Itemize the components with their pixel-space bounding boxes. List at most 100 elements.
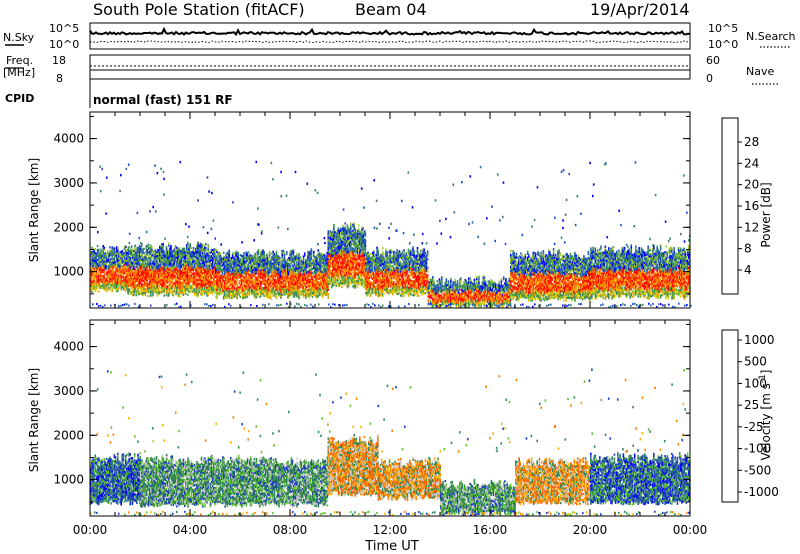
data-cell	[224, 272, 226, 275]
data-cell	[112, 267, 115, 270]
data-cell	[245, 255, 247, 258]
data-cell	[153, 252, 155, 255]
data-cell	[215, 263, 217, 267]
data-cell	[287, 270, 289, 273]
data-cell	[261, 274, 263, 277]
data-cell	[291, 288, 294, 291]
data-cell	[168, 284, 170, 287]
data-cell	[134, 272, 136, 275]
data-cell	[339, 229, 342, 232]
data-cell	[173, 262, 176, 265]
data-cell	[188, 264, 190, 267]
data-cell	[231, 270, 234, 273]
data-cell	[279, 287, 281, 290]
data-cell	[164, 257, 167, 260]
data-cell	[247, 281, 250, 284]
data-cell	[156, 290, 159, 293]
data-cell	[341, 234, 343, 237]
data-cell	[265, 280, 268, 283]
data-cell	[136, 276, 139, 279]
data-cell	[97, 274, 100, 277]
data-cell	[287, 290, 289, 293]
data-cell	[222, 255, 225, 258]
data-cell	[251, 270, 253, 273]
data-cell	[141, 279, 143, 282]
data-cell	[356, 243, 359, 246]
data-cell	[352, 263, 354, 266]
data-cell	[234, 267, 236, 270]
data-cell	[159, 259, 161, 263]
data-cell	[339, 265, 342, 268]
data-cell	[128, 268, 131, 271]
data-cell	[289, 267, 291, 270]
data-cell	[204, 262, 206, 265]
data-cell	[199, 262, 202, 265]
data-cell	[230, 256, 233, 260]
data-cell	[222, 275, 225, 278]
data-cell	[172, 294, 175, 297]
data-cell	[280, 280, 282, 284]
data-cell	[237, 258, 240, 261]
data-cell	[345, 229, 348, 232]
data-cell	[257, 256, 260, 259]
data-cell	[124, 261, 127, 264]
data-cell	[332, 254, 334, 257]
data-cell	[244, 280, 246, 283]
data-cell	[191, 264, 194, 267]
data-cell	[201, 267, 204, 270]
data-cell	[229, 287, 232, 290]
data-cell	[204, 244, 206, 247]
data-cell	[253, 256, 255, 259]
data-cell	[210, 257, 213, 260]
data-cell	[128, 260, 131, 263]
data-cell	[274, 283, 277, 286]
data-cell	[193, 254, 196, 257]
data-cell	[271, 276, 273, 279]
data-cell	[209, 281, 212, 284]
data-cell	[231, 294, 234, 297]
data-cell	[283, 271, 286, 274]
data-cell	[301, 262, 304, 265]
data-cell	[222, 291, 225, 294]
data-cell	[150, 270, 152, 273]
data-cell	[206, 292, 208, 295]
data-cell	[235, 258, 237, 261]
data-cell	[354, 284, 357, 287]
data-cell	[296, 259, 298, 262]
data-cell	[224, 260, 226, 263]
data-cell	[109, 284, 111, 287]
data-cell	[328, 250, 331, 253]
data-cell	[157, 265, 160, 268]
data-cell	[321, 295, 324, 298]
data-cell	[309, 263, 312, 266]
data-cell	[181, 283, 184, 286]
data-cell	[110, 257, 112, 261]
data-cell	[335, 272, 337, 275]
data-cell	[293, 283, 296, 286]
data-cell	[314, 291, 316, 294]
data-cell	[187, 277, 189, 280]
data-cell	[213, 256, 215, 259]
freq-tick-bottom: 8	[56, 72, 63, 85]
data-cell	[332, 280, 334, 283]
data-cell	[201, 275, 204, 278]
data-cell	[342, 254, 344, 257]
data-cell	[338, 260, 341, 263]
data-cell	[193, 260, 196, 263]
data-cell	[104, 264, 107, 267]
data-cell	[260, 257, 262, 260]
data-cell	[273, 292, 276, 296]
data-cell	[230, 290, 233, 293]
data-cell	[231, 278, 234, 281]
data-cell	[328, 268, 331, 271]
data-cell	[103, 262, 106, 265]
data-cell	[256, 252, 259, 255]
data-cell	[217, 270, 219, 273]
data-cell	[122, 264, 125, 267]
data-cell	[243, 269, 245, 273]
data-cell	[123, 258, 126, 261]
data-cell	[294, 263, 297, 266]
data-cell	[220, 260, 223, 263]
data-cell	[193, 278, 196, 281]
data-cell	[280, 263, 282, 266]
